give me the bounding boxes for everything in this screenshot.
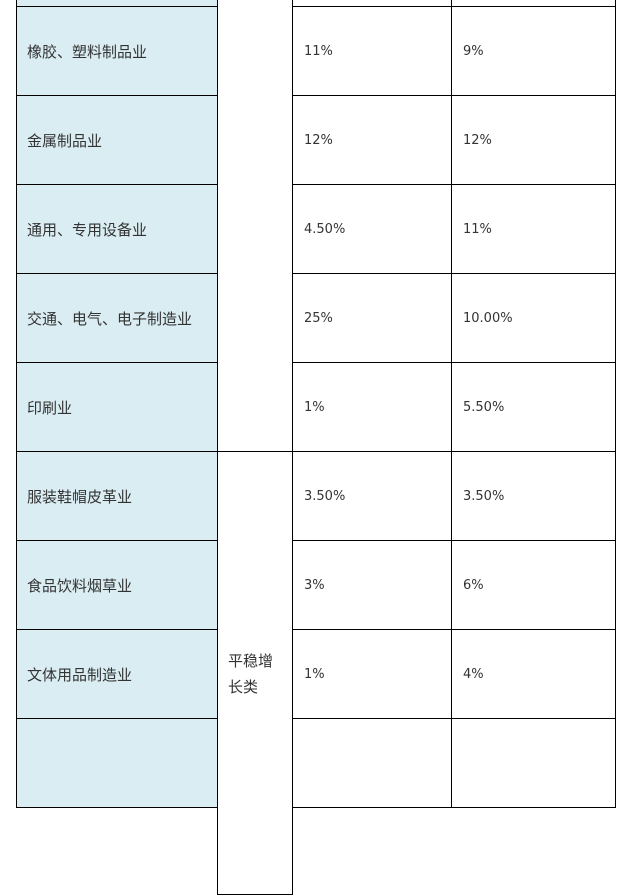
industry-cell-text: 文体用品制造业 <box>27 665 133 684</box>
value-cell: 4% <box>451 629 616 719</box>
industry-cell-text: 通用、专用设备业 <box>27 220 148 239</box>
value-cell: 1% <box>292 362 452 452</box>
value-cell-text: 6% <box>463 577 484 593</box>
group-cell <box>217 0 293 452</box>
value-cell-text: 11% <box>463 221 492 237</box>
industry-cell-text: 橡胶、塑料制品业 <box>27 42 148 61</box>
value-cell: 3.50% <box>292 451 452 541</box>
value-cell-text: 9% <box>463 43 484 59</box>
industry-cell: 食品饮料烟草业 <box>16 540 218 630</box>
industry-cell-text: 印刷业 <box>27 398 73 417</box>
industry-cell: 橡胶、塑料制品业 <box>16 6 218 96</box>
table-cell <box>292 718 452 808</box>
industry-cell-text: 服装鞋帽皮革业 <box>27 487 133 506</box>
industry-cell-text: 交通、电气、电子制造业 <box>27 309 193 328</box>
value-cell-text: 11% <box>304 43 333 59</box>
value-cell: 11% <box>292 6 452 96</box>
industry-cell: 文体用品制造业 <box>16 629 218 719</box>
value-cell-text: 12% <box>463 132 492 148</box>
value-cell: 5.50% <box>451 362 616 452</box>
value-cell-text: 3.50% <box>463 488 505 504</box>
industry-cell-text: 金属制品业 <box>27 131 103 150</box>
industry-cell: 金属制品业 <box>16 95 218 185</box>
value-cell: 1% <box>292 629 452 719</box>
value-cell-text: 10.00% <box>463 310 513 326</box>
table-cell <box>451 718 616 808</box>
industry-cell-text: 食品饮料烟草业 <box>27 576 133 595</box>
value-cell-text: 3.50% <box>304 488 346 504</box>
value-cell-text: 4.50% <box>304 221 346 237</box>
value-cell-text: 1% <box>304 399 325 415</box>
value-cell: 3.50% <box>451 451 616 541</box>
value-cell: 12% <box>451 95 616 185</box>
industry-cell: 交通、电气、电子制造业 <box>16 273 218 363</box>
value-cell: 10.00% <box>451 273 616 363</box>
group-cell: 平稳增长类 <box>217 451 293 895</box>
value-cell: 11% <box>451 184 616 274</box>
value-cell-text: 1% <box>304 666 325 682</box>
value-cell: 3% <box>292 540 452 630</box>
value-cell-text: 5.50% <box>463 399 505 415</box>
table-cell <box>16 718 218 808</box>
value-cell: 4.50% <box>292 184 452 274</box>
group-label: 平稳增长类 <box>228 652 274 696</box>
industry-cell: 通用、专用设备业 <box>16 184 218 274</box>
value-cell: 6% <box>451 540 616 630</box>
value-cell-text: 4% <box>463 666 484 682</box>
value-cell: 9% <box>451 6 616 96</box>
value-cell-text: 25% <box>304 310 333 326</box>
industry-cell: 印刷业 <box>16 362 218 452</box>
industry-cell: 服装鞋帽皮革业 <box>16 451 218 541</box>
value-cell: 12% <box>292 95 452 185</box>
value-cell-text: 12% <box>304 132 333 148</box>
value-cell: 25% <box>292 273 452 363</box>
value-cell-text: 3% <box>304 577 325 593</box>
